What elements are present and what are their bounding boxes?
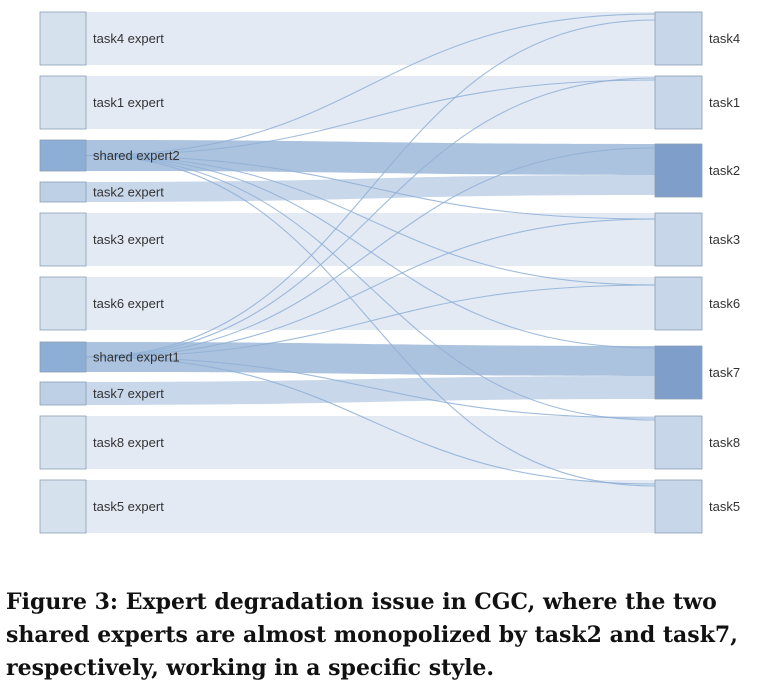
source-node-task3-expert	[39, 212, 87, 267]
target-label-task3: task3	[709, 232, 740, 247]
target-node-task5	[654, 479, 703, 534]
target-node-task3	[654, 212, 703, 267]
flow-shared_expert2-to-task4	[85, 13, 656, 157]
source-label-task8-expert: task8 expert	[93, 435, 164, 450]
target-node-task8	[654, 415, 703, 470]
source-node-shared-expert1	[39, 341, 87, 373]
target-label-task6: task6	[709, 296, 740, 311]
target-label-task4: task4	[709, 31, 740, 46]
flow-shared_expert1-to-task6	[85, 284, 656, 358]
target-node-task4	[654, 11, 703, 66]
sankey-diagram: task4 expert task1 expert shared expert2 ta…	[39, 11, 740, 534]
flow-shared_expert1-to-task2	[85, 147, 656, 358]
source-label-shared-expert2: shared expert2	[93, 148, 180, 163]
source-node-task5-expert	[39, 479, 87, 534]
flow-shared_expert1-to-task8	[85, 356, 656, 419]
nodes-layer: task4 expert task1 expert shared expert2 ta…	[39, 11, 740, 534]
source-label-task5-expert: task5 expert	[93, 499, 164, 514]
flow-shared_expert1-to-task7	[86, 342, 655, 376]
target-label-task8: task8	[709, 435, 740, 450]
flow-shared_expert1-to-task1	[85, 77, 656, 358]
source-node-task6-expert	[39, 276, 87, 331]
flow-shared_expert1-to-task4	[85, 19, 656, 358]
flows-layer	[85, 12, 656, 533]
target-label-task7: task7	[709, 365, 740, 380]
flow-task4_expert-to-task4	[86, 12, 655, 65]
flow-shared_expert2-to-task6	[85, 154, 656, 286]
flow-shared_expert1-to-task3	[85, 218, 656, 358]
target-node-task1	[654, 75, 703, 130]
figure-caption: Figure 3: Expert degradation issue in CG…	[6, 589, 738, 681]
source-label-task2-expert: task2 expert	[93, 185, 164, 200]
target-node-task7	[654, 345, 703, 400]
target-label-task5: task5	[709, 499, 740, 514]
source-node-task1-expert	[39, 75, 87, 130]
target-label-task2: task2	[709, 163, 740, 178]
source-label-task6-expert: task6 expert	[93, 296, 164, 311]
source-node-task7-expert	[39, 381, 87, 406]
source-label-shared-expert1: shared expert1	[93, 350, 180, 365]
target-label-task1: task1	[709, 95, 740, 110]
flow-shared_expert1-to-task5	[85, 356, 656, 485]
source-node-task4-expert	[39, 11, 87, 66]
target-node-task6	[654, 276, 703, 331]
flow-task8_expert-to-task8	[86, 416, 655, 469]
flow-shared_expert2-to-task1	[85, 79, 656, 157]
target-node-task2	[654, 143, 703, 198]
source-node-task2-expert	[39, 181, 87, 203]
flow-task1_expert-to-task1	[86, 76, 655, 129]
flow-shared_expert2-to-task2	[86, 140, 655, 175]
source-label-task3-expert: task3 expert	[93, 232, 164, 247]
source-label-task4-expert: task4 expert	[93, 31, 164, 46]
flow-task5_expert-to-task5	[86, 480, 655, 533]
source-node-task8-expert	[39, 415, 87, 470]
source-label-task7-expert: task7 expert	[93, 386, 164, 401]
flow-task3_expert-to-task3	[86, 213, 655, 266]
source-label-task1-expert: task1 expert	[93, 95, 164, 110]
flow-shared_expert2-to-task3	[85, 154, 656, 220]
flow-task6_expert-to-task6	[86, 277, 655, 330]
flow-shared_expert2-to-task7	[85, 154, 656, 349]
flow-task7_expert-to-task7	[86, 376, 655, 405]
source-node-shared-expert2	[39, 139, 87, 172]
